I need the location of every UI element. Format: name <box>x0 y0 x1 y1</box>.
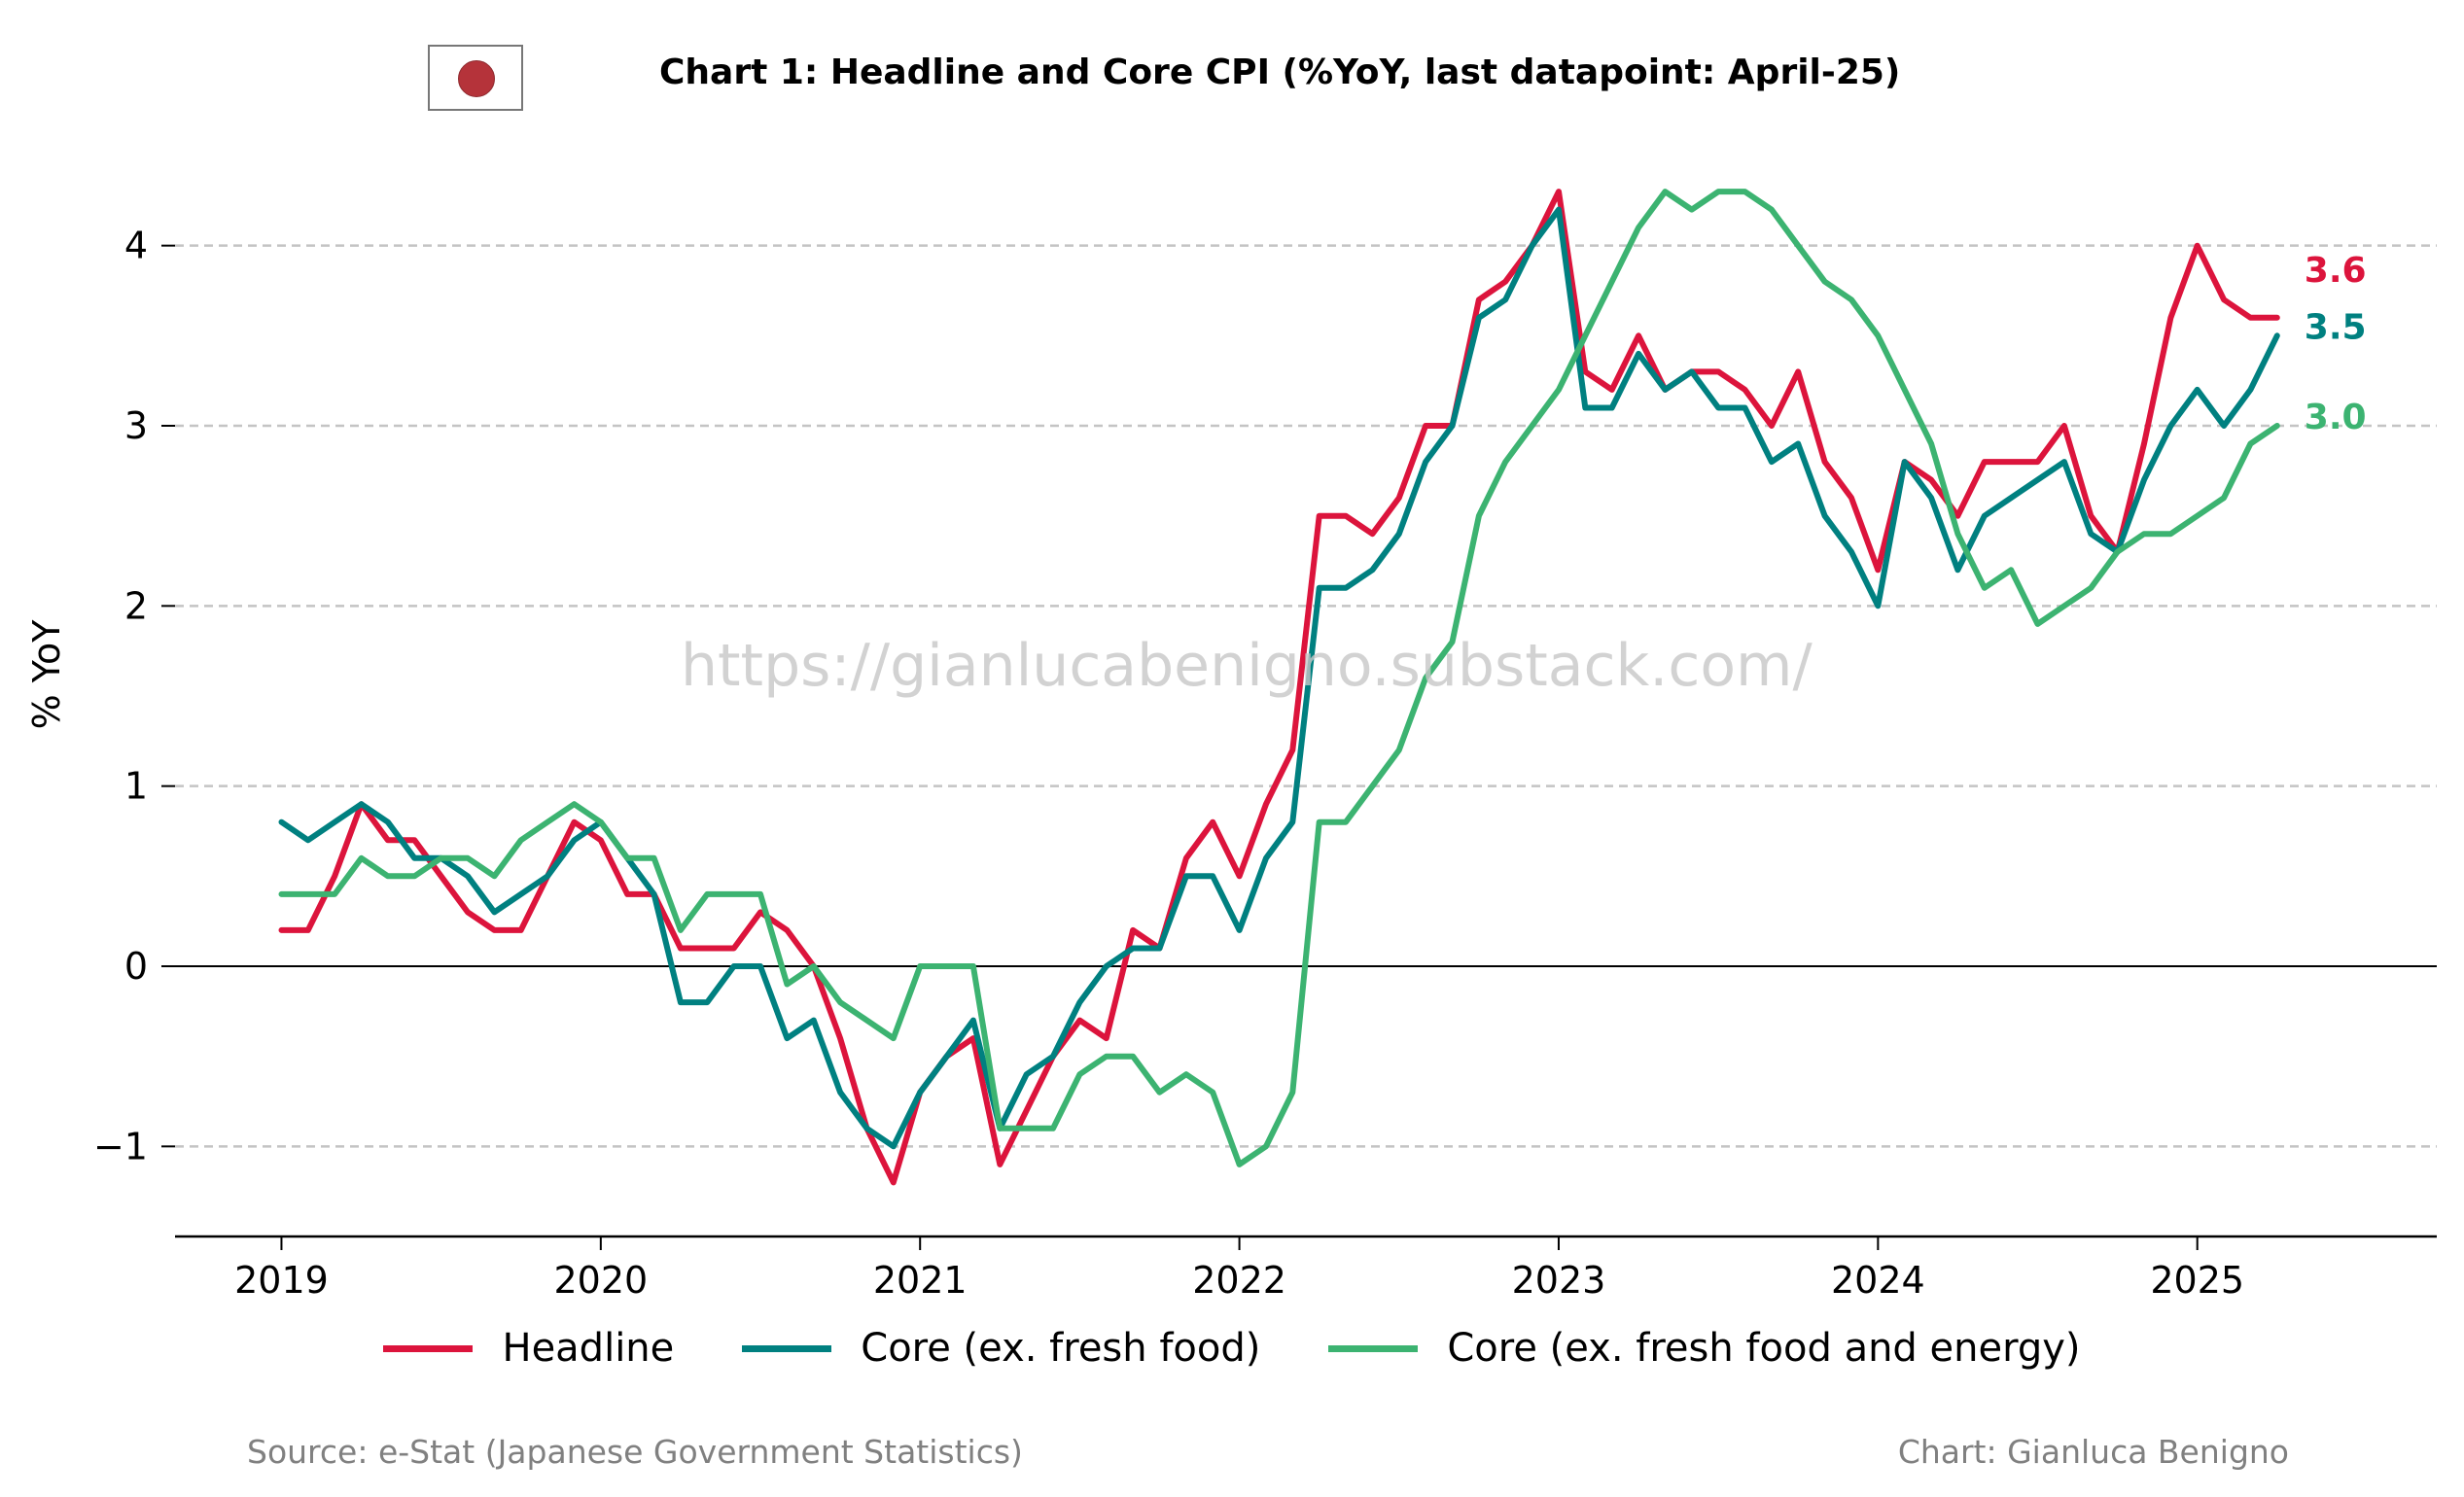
x-tick-labels: 2019 2020 2021 2022 2023 2024 2025 <box>234 1236 2244 1302</box>
y-tick-label-0: 0 <box>124 945 148 988</box>
source-note: Source: e-Stat (Japanese Government Stat… <box>247 1433 1023 1471</box>
legend-swatch-headline <box>383 1344 474 1352</box>
flag-red-circle <box>458 60 495 97</box>
end-label-core: 3.5 <box>2305 307 2367 347</box>
chart-title: Chart 1: Headline and Core CPI (%YoY, la… <box>659 52 1901 92</box>
y-tick-label-4: 4 <box>124 225 148 267</box>
legend-swatch-core <box>742 1344 832 1352</box>
x-tick-label-2025: 2025 <box>2150 1259 2244 1302</box>
legend-item-headline: Headline <box>383 1326 674 1371</box>
x-tick-label-2021: 2021 <box>873 1259 968 1302</box>
chart-credit: Chart: Gianluca Benigno <box>1897 1433 2289 1471</box>
legend: Headline Core (ex. fresh food) Core (ex.… <box>0 1326 2464 1371</box>
y-axis-label: % YoY <box>25 619 68 730</box>
end-label-headline: 3.6 <box>2305 251 2367 291</box>
x-tick-label-2023: 2023 <box>1512 1259 1606 1302</box>
japan-flag-icon <box>428 45 523 111</box>
y-tick-label-3: 3 <box>124 404 148 447</box>
end-label-core-ex-energy: 3.0 <box>2305 398 2367 437</box>
x-tick-label-2020: 2020 <box>553 1259 648 1302</box>
legend-label-core: Core (ex. fresh food) <box>861 1326 1261 1371</box>
y-tick-label-1: 1 <box>124 765 148 808</box>
legend-swatch-core-ex-energy <box>1328 1344 1419 1352</box>
legend-item-core-ex-energy: Core (ex. fresh food and energy) <box>1328 1326 2081 1371</box>
legend-item-core: Core (ex. fresh food) <box>742 1326 1260 1371</box>
legend-label-headline: Headline <box>502 1326 675 1371</box>
y-tick-label-2: 2 <box>124 584 148 627</box>
end-value-labels: 3.6 3.5 3.0 <box>2305 251 2367 437</box>
x-tick-label-2022: 2022 <box>1192 1259 1286 1302</box>
y-tick-labels: −1 0 1 2 3 4 <box>93 225 175 1167</box>
series-line-core-ex-energy <box>278 189 2280 1167</box>
watermark: https://gianlucabenigno.substack.com/ <box>681 632 1813 700</box>
y-tick-label-−1: −1 <box>93 1125 148 1167</box>
x-tick-label-2019: 2019 <box>234 1259 329 1302</box>
x-tick-label-2024: 2024 <box>1831 1259 1925 1302</box>
series-lines <box>278 189 2280 1186</box>
legend-label-core-ex-energy: Core (ex. fresh food and energy) <box>1447 1326 2081 1371</box>
